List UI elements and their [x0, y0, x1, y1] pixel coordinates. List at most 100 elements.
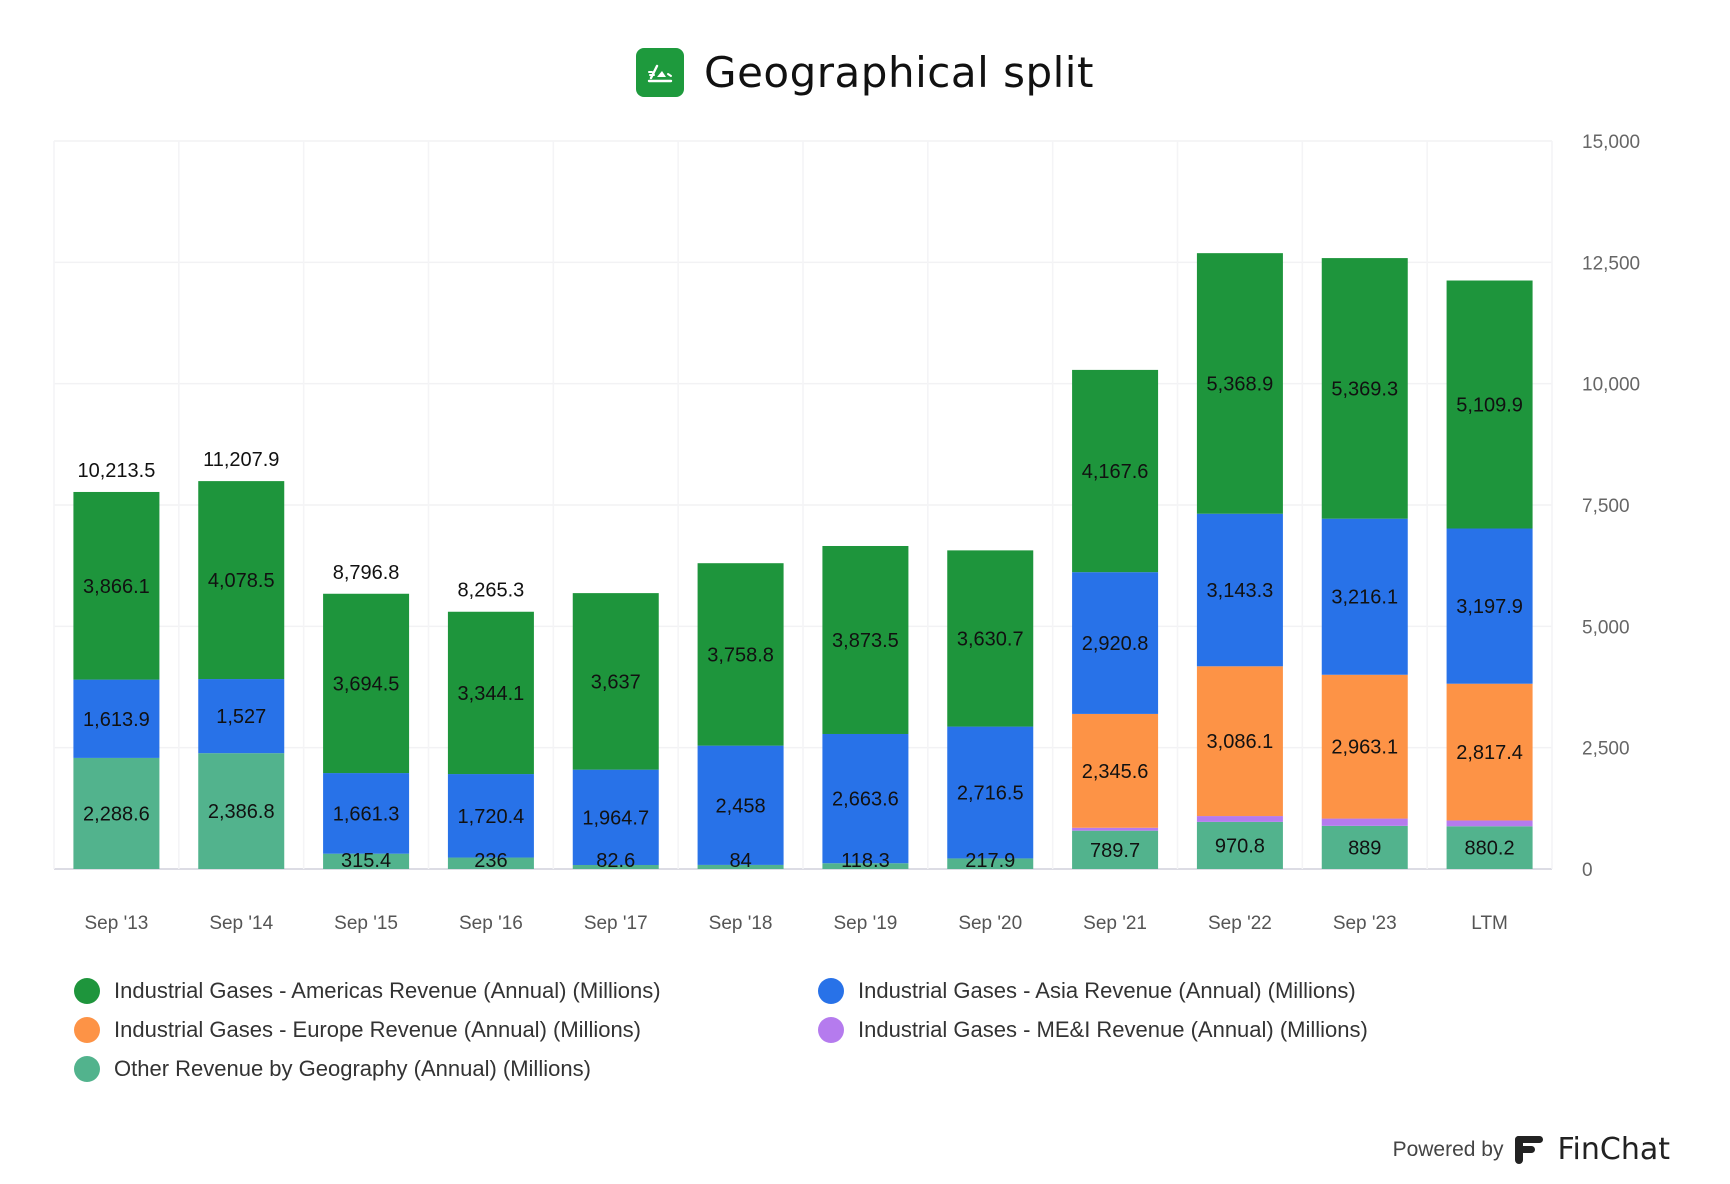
bar-segment [1196, 666, 1283, 817]
segment-label: 880.2 [1465, 838, 1515, 860]
segment-label: 3,694.5 [333, 673, 400, 695]
segment-label: 1,613.9 [83, 709, 150, 731]
chart-app-icon [636, 48, 685, 97]
segment-label: 2,920.8 [1082, 633, 1149, 655]
segment-label: 2,345.6 [1082, 761, 1149, 783]
bar-segment [1072, 713, 1159, 828]
segment-label: 3,197.9 [1456, 596, 1523, 618]
bar-segment [1196, 821, 1283, 869]
legend-label: Industrial Gases - Europe Revenue (Annua… [114, 1017, 642, 1042]
segment-label: 3,086.1 [1207, 731, 1274, 753]
bar-segment [572, 593, 659, 770]
segment-label: 3,143.3 [1207, 580, 1274, 602]
x-tick-label: Sep '15 [334, 913, 398, 934]
bar-segment [822, 733, 909, 864]
bar-segment [1196, 253, 1283, 514]
y-tick-label: 15,000 [1582, 132, 1640, 153]
legend-item[interactable]: Industrial Gases - Asia Revenue (Annual)… [818, 978, 1356, 1004]
bar-segment [1072, 369, 1159, 573]
segment-label: 2,663.6 [832, 789, 899, 811]
bar-segment [947, 858, 1034, 869]
segment-label: 315.4 [341, 850, 391, 872]
segment-label: 2,716.5 [957, 783, 1024, 805]
x-tick-label: Sep '19 [833, 913, 897, 934]
total-label: 8,796.8 [333, 562, 400, 584]
bar-segment [1321, 818, 1408, 826]
finchat-brand: FinChat [1557, 1132, 1670, 1167]
bar-segment [73, 491, 160, 680]
bar-segment [822, 863, 909, 869]
x-tick-label: Sep '22 [1208, 913, 1272, 934]
x-tick-label: Sep '18 [709, 913, 773, 934]
x-tick-label: Sep '21 [1083, 913, 1147, 934]
legend-item[interactable]: Industrial Gases - Americas Revenue (Ann… [74, 978, 661, 1004]
bar-segment [447, 611, 534, 775]
bar-segment [1446, 683, 1533, 821]
bar-segment [198, 679, 285, 754]
bar-segment [697, 745, 784, 865]
total-label: 11,207.9 [203, 449, 279, 471]
finchat-logo-icon [1515, 1135, 1544, 1164]
bar-segment [323, 593, 410, 774]
segment-label: 5,369.3 [1331, 378, 1398, 400]
legend-label: Industrial Gases - ME&I Revenue (Annual)… [858, 1017, 1368, 1042]
segment-label: 2,386.8 [208, 801, 275, 823]
bar-segment [1321, 825, 1408, 869]
segment-label: 1,720.4 [458, 806, 525, 828]
bar-segment [1446, 528, 1533, 684]
bars [73, 253, 1533, 869]
segment-label: 3,873.5 [832, 630, 899, 652]
y-tick-label: 5,000 [1582, 617, 1630, 638]
bar-segment [323, 773, 410, 854]
segment-label: 2,963.1 [1331, 737, 1398, 759]
bar-segment [1446, 826, 1533, 869]
segment-label: 1,964.7 [582, 807, 649, 829]
bar-segment [447, 774, 534, 858]
segment-label: 3,344.1 [458, 683, 525, 705]
segment-label: 118.3 [841, 850, 890, 872]
segment-labels: 2,288.6 1,613.9 3,866.1 2,386.8 1,527 4,078.5… [83, 373, 1523, 872]
y-axis-ticks: 0 2,500 5,000 7,500 10,000 12,500 15,000 [1582, 132, 1640, 881]
legend-dot-icon [818, 1017, 844, 1043]
legend-item[interactable]: Industrial Gases - Europe Revenue (Annua… [74, 1017, 641, 1043]
x-tick-label: Sep '14 [209, 913, 273, 934]
bar-segment [1196, 513, 1283, 667]
bar-segment [1072, 827, 1159, 831]
segment-label: 1,527 [216, 706, 266, 728]
y-tick-label: 2,500 [1582, 739, 1630, 760]
chart-header: Geographical split [0, 48, 1730, 97]
x-axis-ticks: Sep '13 Sep '14 Sep '15 Sep '16 Sep '17 Sep '… [84, 913, 1507, 934]
segment-label: 3,216.1 [1331, 587, 1398, 609]
bar-segment [73, 679, 160, 758]
segment-label: 84 [729, 850, 751, 872]
segment-label: 3,758.8 [707, 644, 774, 666]
x-tick-label: Sep '23 [1333, 913, 1397, 934]
total-label: 10,213.5 [77, 460, 155, 482]
segment-label: 4,167.6 [1082, 461, 1149, 483]
bar-segment [1196, 816, 1283, 822]
legend-item[interactable]: Other Revenue by Geography (Annual) (Mil… [74, 1056, 591, 1082]
segment-label: 2,458 [716, 795, 766, 817]
bar-segment [1072, 572, 1159, 714]
segment-label: 3,866.1 [83, 576, 150, 598]
y-tick-label: 10,000 [1582, 375, 1640, 396]
segment-label: 2,288.6 [83, 803, 150, 825]
bar-segment [1321, 674, 1408, 819]
x-tick-label: Sep '16 [459, 913, 523, 934]
legend-item[interactable]: Industrial Gases - ME&I Revenue (Annual)… [818, 1017, 1368, 1043]
total-label: 8,265.3 [458, 580, 525, 602]
segment-label: 889 [1348, 837, 1381, 859]
segment-label: 1,661.3 [333, 803, 400, 825]
legend-dot-icon [818, 978, 844, 1004]
bar-segment [947, 726, 1034, 859]
bar-segment [198, 753, 285, 869]
y-tick-label: 7,500 [1582, 496, 1630, 517]
footer: Powered by FinChat [1393, 1132, 1670, 1167]
chart-title: Geographical split [704, 48, 1094, 97]
bar-segment [572, 864, 659, 869]
bar-segment [1072, 830, 1159, 869]
x-tick-label: Sep '17 [584, 913, 648, 934]
bar-segment [822, 545, 909, 734]
y-tick-label: 0 [1582, 860, 1593, 881]
bar-segment [697, 864, 784, 869]
